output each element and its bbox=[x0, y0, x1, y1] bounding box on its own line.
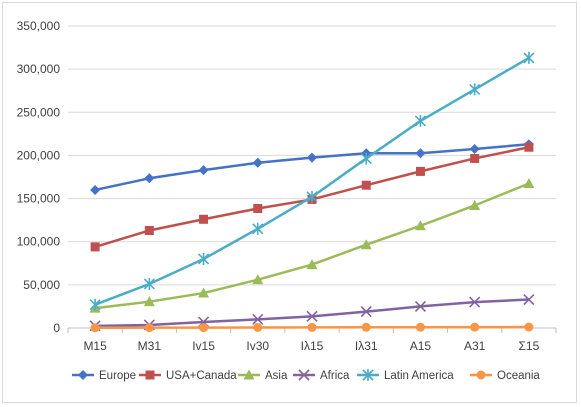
data-point bbox=[144, 323, 154, 333]
y-tick-label: 150,000 bbox=[17, 192, 61, 206]
legend-marker bbox=[243, 369, 255, 380]
legend-item-latin-america: Latin America bbox=[357, 369, 454, 382]
data-point bbox=[469, 143, 480, 154]
data-point bbox=[469, 83, 481, 96]
data-point bbox=[469, 296, 481, 308]
data-point bbox=[306, 310, 318, 322]
legend-marker bbox=[476, 370, 486, 380]
y-tick-label: 0 bbox=[53, 321, 60, 335]
x-tick-label: M15 bbox=[83, 339, 107, 353]
data-point bbox=[415, 322, 425, 332]
data-point bbox=[89, 298, 101, 311]
data-point bbox=[360, 152, 372, 165]
data-point bbox=[360, 306, 372, 318]
data-point bbox=[199, 214, 209, 224]
legend-label: Africa bbox=[320, 370, 350, 382]
series-line-africa bbox=[95, 298, 529, 328]
data-point bbox=[307, 152, 317, 163]
legend-label: Oceania bbox=[497, 370, 540, 382]
data-point bbox=[523, 51, 535, 64]
series-europe bbox=[90, 139, 534, 195]
series-line-europe bbox=[94, 142, 529, 192]
x-tick-label: Σ15 bbox=[519, 339, 540, 353]
y-tick-label: 250,000 bbox=[17, 105, 61, 119]
data-point bbox=[252, 274, 264, 285]
x-tick-label: A31 bbox=[464, 339, 486, 353]
data-point bbox=[306, 190, 318, 203]
legend: Europe USA+Canada Asia Africa Latin America O… bbox=[72, 369, 540, 382]
data-point bbox=[414, 300, 427, 312]
data-point bbox=[306, 259, 318, 270]
series-latin-america bbox=[89, 51, 535, 311]
x-tick-label: M31 bbox=[138, 339, 162, 353]
data-point bbox=[414, 114, 427, 127]
data-point bbox=[415, 166, 425, 176]
legend-item-asia: Asia bbox=[238, 369, 288, 382]
legend-label: Europe bbox=[99, 370, 136, 382]
data-point bbox=[90, 323, 100, 333]
data-point bbox=[470, 153, 480, 163]
y-tick-label: 350,000 bbox=[17, 19, 61, 33]
legend-marker bbox=[362, 369, 374, 381]
data-point bbox=[197, 252, 210, 265]
data-point bbox=[198, 165, 209, 176]
data-point bbox=[144, 173, 155, 184]
data-point bbox=[252, 222, 264, 235]
x-tick-label: A15 bbox=[410, 339, 432, 353]
legend-marker bbox=[78, 370, 88, 380]
data-point bbox=[523, 293, 535, 306]
series-oceania bbox=[90, 322, 534, 333]
data-point bbox=[361, 322, 371, 332]
y-tick-label: 100,000 bbox=[17, 235, 61, 249]
y-tick-label: 300,000 bbox=[17, 62, 61, 76]
data-point bbox=[198, 287, 210, 298]
legend-marker bbox=[145, 370, 155, 380]
legend-item-oceania: Oceania bbox=[470, 370, 540, 382]
series-layer bbox=[89, 51, 535, 333]
data-point bbox=[253, 203, 263, 213]
data-point bbox=[90, 242, 100, 252]
data-point bbox=[414, 220, 426, 231]
x-tick-label: Iv30 bbox=[246, 339, 269, 353]
legend-item-europe: Europe bbox=[72, 370, 136, 382]
data-point bbox=[524, 322, 534, 332]
data-point bbox=[361, 180, 371, 190]
gridlines bbox=[68, 25, 556, 329]
data-point bbox=[523, 177, 535, 188]
data-point bbox=[253, 322, 263, 332]
data-point bbox=[144, 225, 154, 235]
legend-label: Latin America bbox=[384, 370, 454, 382]
data-point bbox=[252, 313, 264, 325]
data-point bbox=[360, 239, 372, 250]
data-point bbox=[143, 277, 155, 290]
x-axis: M15 M31 Iv15 Iv30 Iλ15 Iλ31 A15 A31 Σ15 bbox=[67, 328, 557, 353]
data-point bbox=[143, 296, 155, 307]
legend-label: Asia bbox=[265, 370, 288, 382]
data-point bbox=[469, 199, 481, 210]
data-point bbox=[252, 157, 263, 168]
legend-label: USA+Canada bbox=[166, 370, 237, 382]
data-point bbox=[199, 323, 209, 333]
data-point bbox=[470, 322, 480, 332]
x-tick-label: Iλ15 bbox=[301, 339, 324, 353]
data-point bbox=[524, 142, 534, 152]
legend-item-africa: Africa bbox=[293, 369, 350, 382]
y-tick-label: 200,000 bbox=[17, 148, 61, 162]
x-tick-label: Iλ31 bbox=[355, 339, 378, 353]
legend-item-usa-canada: USA+Canada bbox=[139, 370, 237, 382]
y-axis: 0 50,000 100,000 150,000 200,000 250,000 300,0… bbox=[17, 19, 61, 335]
y-tick-label: 50,000 bbox=[23, 278, 60, 292]
legend-marker bbox=[298, 369, 310, 381]
data-point bbox=[90, 184, 101, 195]
x-tick-label: Iv15 bbox=[192, 339, 215, 353]
data-point bbox=[415, 148, 426, 159]
data-point bbox=[307, 322, 317, 332]
